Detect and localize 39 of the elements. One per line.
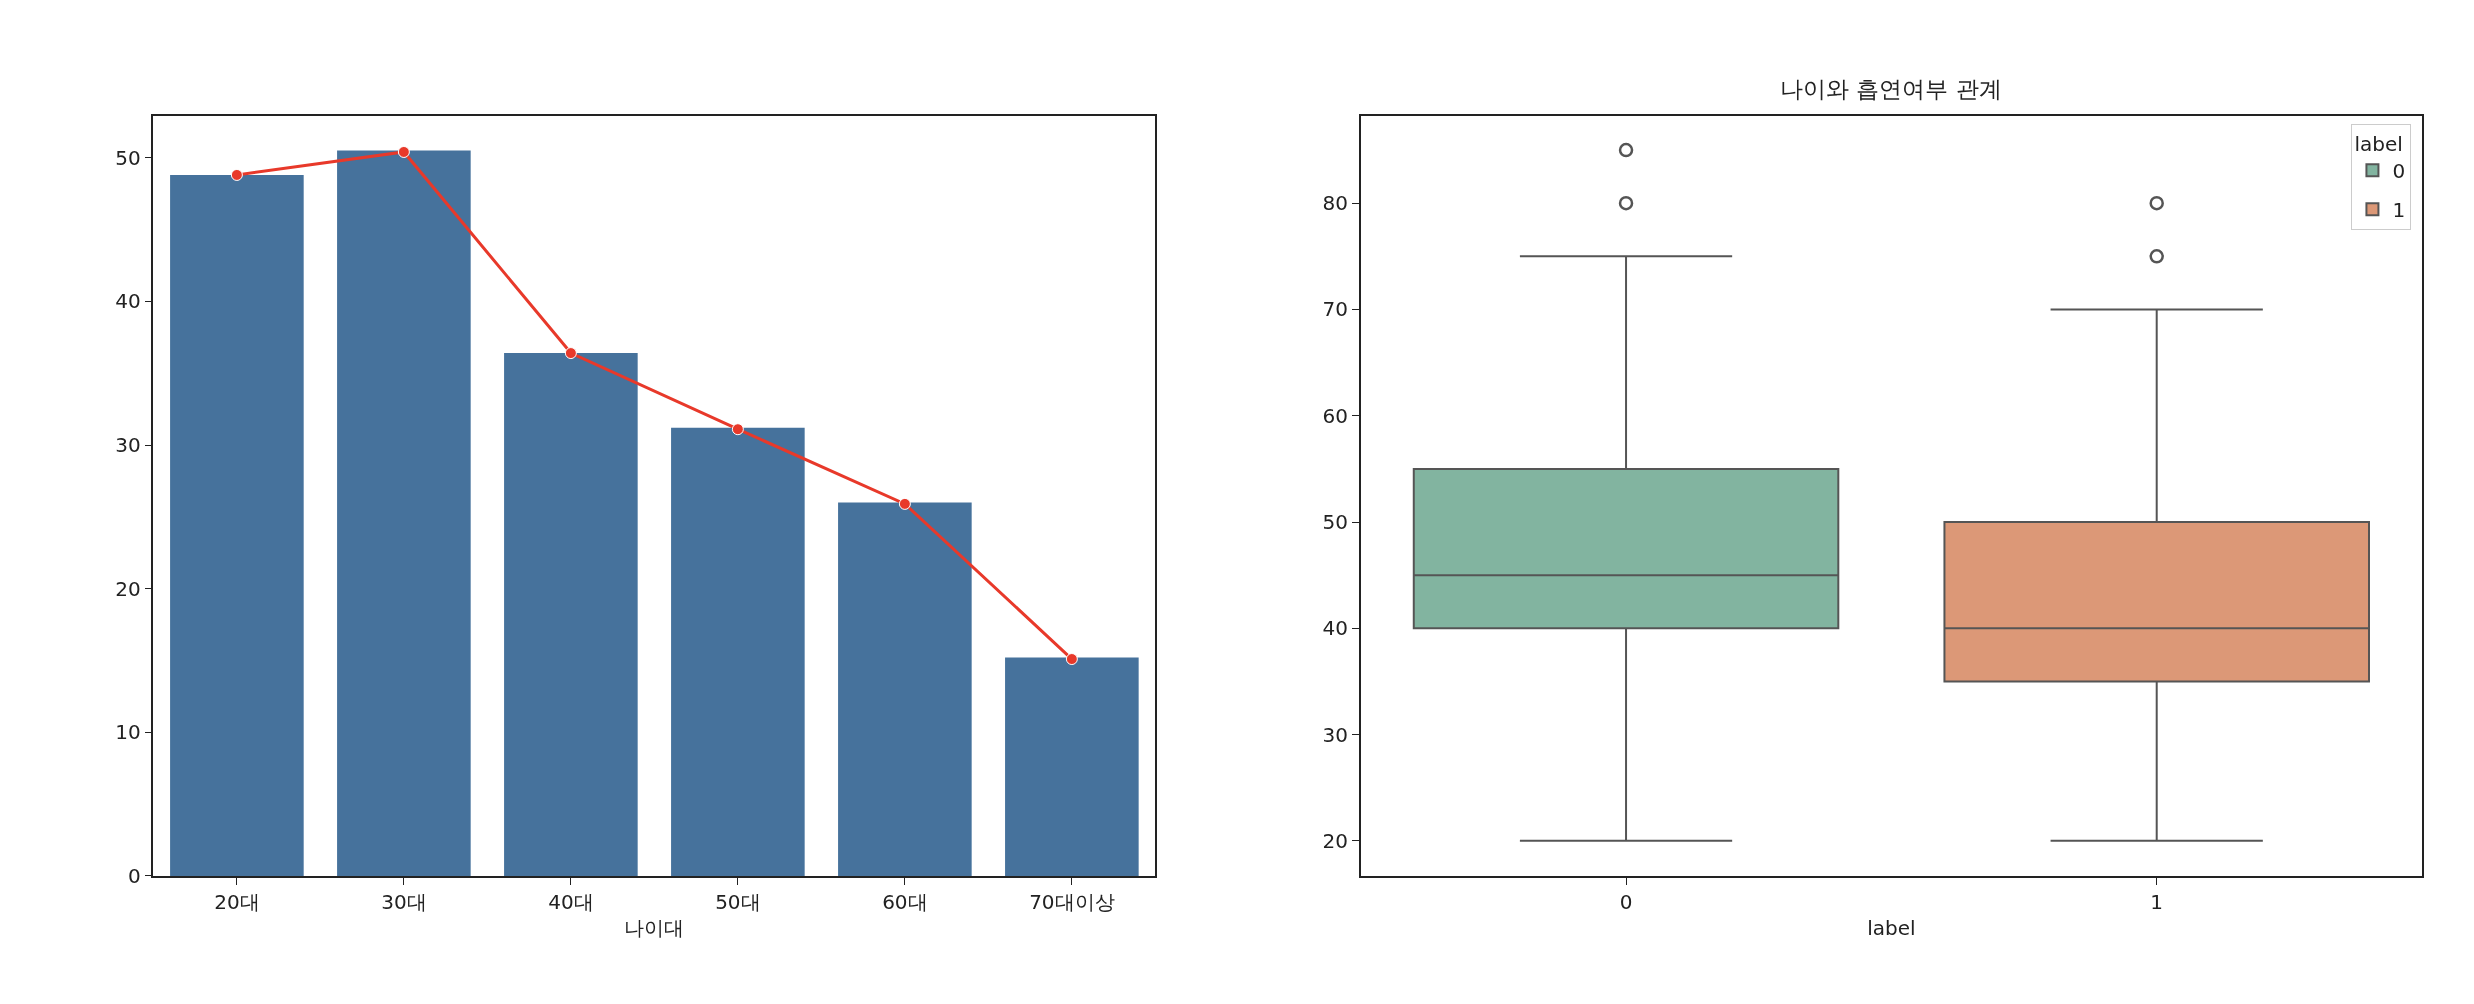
point: [731, 423, 744, 436]
y-tick-label: 0: [127, 863, 141, 888]
legend-label: 1: [2392, 197, 2406, 222]
bar: [838, 502, 972, 876]
x-tick-label: 50대: [715, 889, 761, 914]
x-tick-label: 40대: [548, 889, 594, 914]
bar: [504, 353, 638, 876]
x-tick-label: 20대: [214, 889, 260, 914]
y-tick-label: 60: [1322, 403, 1348, 428]
point: [564, 347, 577, 360]
y-tick-label: 50: [115, 145, 141, 170]
y-tick-label: 40: [115, 289, 141, 314]
y-tick-label: 20: [115, 576, 141, 601]
x-tick-label: 30대: [381, 889, 427, 914]
y-tick-label: 40: [1322, 616, 1348, 641]
legend-label: 0: [2392, 158, 2406, 183]
point: [397, 145, 410, 158]
y-tick-label: 30: [115, 433, 141, 457]
x-tick-label: 1: [2150, 889, 2164, 914]
y-tick-label: 50: [1322, 510, 1348, 535]
x-tick-label: 0: [1619, 889, 1633, 914]
chart-title: 나이와 흡연여부 관계: [1780, 76, 2002, 102]
bar: [671, 427, 805, 876]
y-tick-label: 80: [1322, 191, 1348, 216]
y-tick-label: 30: [1322, 722, 1348, 747]
point: [1065, 653, 1078, 666]
bar: [170, 174, 304, 876]
bar: [1005, 657, 1139, 876]
y-tick-label: 20: [1322, 828, 1348, 853]
point: [898, 497, 911, 510]
x-tick-label: 60대: [882, 889, 928, 914]
x-axis-title: label: [1867, 915, 1916, 940]
legend-title: label: [2354, 131, 2403, 156]
bar: [337, 150, 471, 876]
x-axis-title: 나이대: [624, 915, 685, 940]
y-tick-label: 10: [115, 720, 141, 745]
y-tick-label: 70: [1322, 297, 1348, 322]
x-tick-label: 70대이상: [1029, 889, 1115, 914]
point: [230, 168, 243, 181]
